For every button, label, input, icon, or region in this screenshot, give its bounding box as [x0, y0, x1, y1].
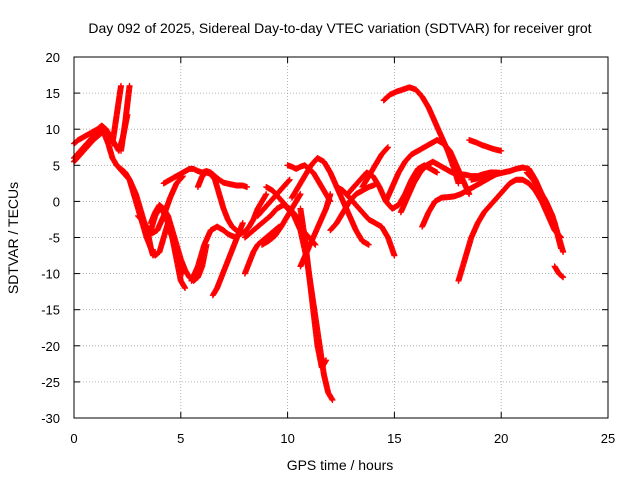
- series-arc-13: [209, 220, 246, 299]
- grid-lines: [74, 57, 608, 418]
- data-point: [498, 147, 505, 154]
- x-tick-label: 0: [70, 431, 77, 446]
- series-arc-11: [194, 169, 270, 237]
- data-point: [434, 169, 441, 176]
- series-arc-5: [71, 129, 105, 165]
- data-point: [126, 82, 133, 89]
- y-tick-label: 5: [53, 158, 60, 173]
- y-tick-label: -30: [41, 411, 60, 426]
- data-point: [179, 173, 186, 180]
- series-arc-35: [523, 169, 567, 255]
- y-tick-label: 20: [46, 50, 60, 65]
- data-point: [391, 252, 398, 259]
- y-tick-label: -10: [41, 267, 60, 282]
- series-arc-4: [117, 82, 133, 154]
- x-tick-label: 15: [387, 431, 401, 446]
- x-tick-label: 25: [601, 431, 615, 446]
- series-arc-36: [551, 263, 567, 281]
- x-tick-label: 20: [494, 431, 508, 446]
- data-point: [323, 357, 330, 364]
- data-point: [117, 82, 124, 89]
- y-tick-label: -5: [48, 231, 60, 246]
- series-arc-21: [297, 205, 330, 371]
- data-point: [384, 145, 391, 152]
- series-arc-9: [160, 165, 251, 190]
- series-arc-27: [359, 144, 391, 190]
- data-points: [71, 82, 567, 403]
- chart-title: Day 092 of 2025, Sidereal Day-to-day VTE…: [88, 20, 591, 36]
- y-tick-label: -25: [41, 375, 60, 390]
- data-point: [97, 130, 104, 137]
- data-point: [286, 176, 293, 183]
- y-tick-label: 10: [46, 122, 60, 137]
- series-arc-3: [109, 82, 124, 147]
- y-axis-label: SDTVAR / TECUs: [5, 182, 21, 294]
- x-tick-label: 10: [280, 431, 294, 446]
- data-point: [244, 183, 251, 190]
- data-point: [297, 191, 304, 198]
- data-point: [263, 191, 270, 198]
- data-point: [327, 191, 334, 198]
- y-tick-label: 15: [46, 86, 60, 101]
- series-arc-33: [455, 176, 565, 284]
- series-arc-22: [297, 191, 334, 270]
- data-point: [365, 241, 372, 248]
- data-point: [560, 274, 567, 281]
- data-point: [182, 285, 189, 292]
- data-point: [312, 241, 319, 248]
- data-point: [286, 177, 293, 184]
- series-arc-24: [327, 180, 381, 234]
- series-arc-30: [397, 158, 500, 216]
- data-point: [239, 220, 246, 227]
- data-point: [384, 144, 391, 151]
- data-point: [455, 180, 462, 187]
- x-axis-label: GPS time / hours: [287, 457, 394, 473]
- y-tick-label: -15: [41, 303, 60, 318]
- y-tick-label: 0: [53, 194, 60, 209]
- series-arc-32: [466, 137, 505, 154]
- data-point: [98, 129, 105, 136]
- data-point: [152, 248, 159, 255]
- series-arc-1: [71, 126, 189, 292]
- axis-ticks: 0 5 10 15 20 25 -30 -25 -20 -15 -10 -5 0 5 10 15 20: [41, 50, 615, 446]
- y-tick-label: -20: [41, 339, 60, 354]
- data-point: [559, 273, 566, 280]
- x-tick-label: 5: [177, 431, 184, 446]
- data-point: [329, 396, 336, 403]
- series-arc-12: [188, 223, 240, 284]
- data-point: [179, 173, 186, 180]
- data-point: [560, 248, 567, 255]
- series-arc-10: [135, 173, 186, 237]
